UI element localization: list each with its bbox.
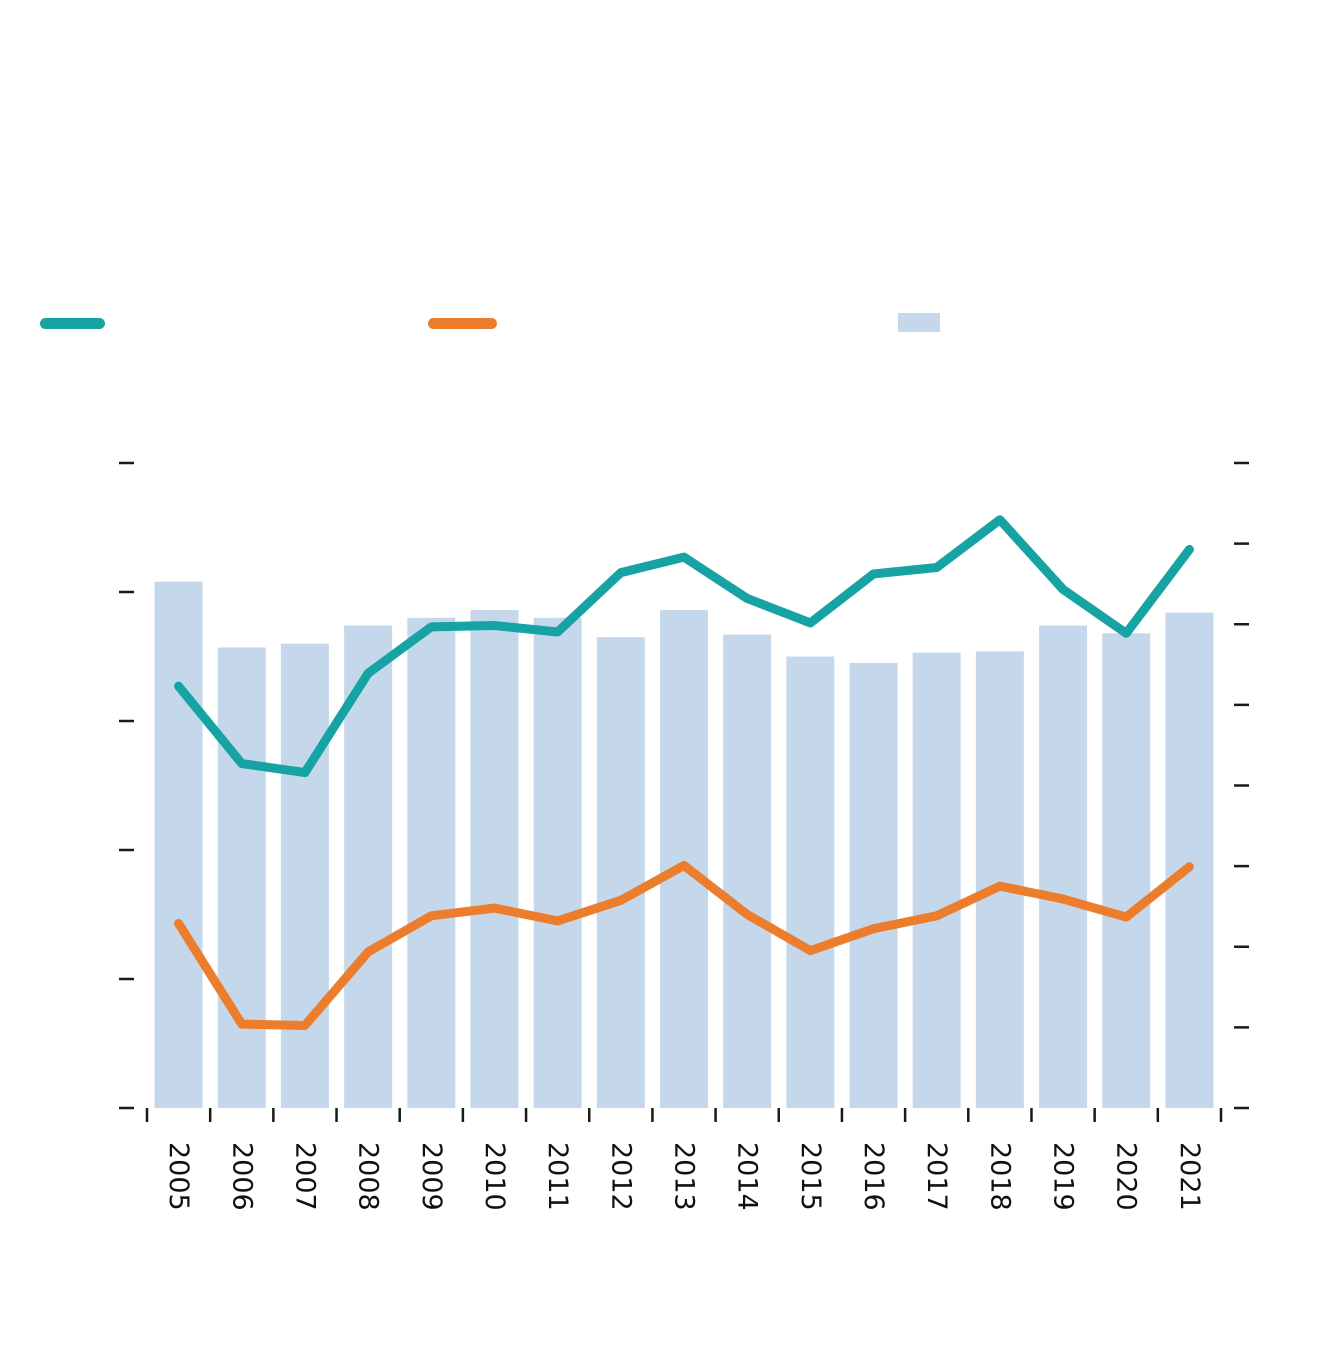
bar-2021 [1165,612,1214,1108]
legend-swatch-teal-line [40,318,105,329]
bar-2007 [280,643,329,1108]
x-tick-label: 2014 [732,1142,763,1211]
x-tick-label: 2009 [416,1142,447,1211]
bar-2015 [786,656,835,1108]
legend-swatch-orange-line [428,318,497,329]
bar-2019 [1039,625,1088,1108]
bar-2005 [154,581,203,1108]
x-tick-label: 2020 [1111,1142,1142,1211]
x-tick-label: 2015 [795,1142,826,1211]
bar-2014 [723,634,772,1108]
bar-2018 [975,651,1024,1108]
teal-line [174,515,1194,778]
bar-2011 [533,617,582,1108]
x-tick-label: 2018 [984,1142,1015,1211]
bar-2009 [407,617,456,1108]
x-tick-label: 2016 [858,1142,889,1211]
x-tick-label: 2019 [1048,1142,1079,1211]
bar-2020 [1102,633,1151,1108]
bar-2017 [912,652,961,1108]
x-tick-label: 2017 [921,1142,952,1211]
bar-2010 [470,610,519,1108]
x-tick-label: 2021 [1174,1142,1205,1211]
x-tick-label: 2011 [542,1142,573,1211]
orange-line [174,860,1194,1030]
x-tick-label: 2012 [605,1142,636,1211]
x-tick-label: 2008 [353,1142,384,1211]
legend-swatch-bar-patch [898,313,940,332]
bar-2012 [596,637,645,1108]
x-tick-label: 2007 [289,1142,320,1211]
x-tick-label: 2010 [479,1142,510,1211]
bar-2006 [217,647,266,1108]
x-tick-label: 2005 [163,1142,194,1211]
x-tick-label: 2013 [669,1142,700,1211]
bar-2016 [849,662,898,1108]
x-tick-label: 2006 [226,1142,257,1211]
bar-2013 [659,610,709,1108]
